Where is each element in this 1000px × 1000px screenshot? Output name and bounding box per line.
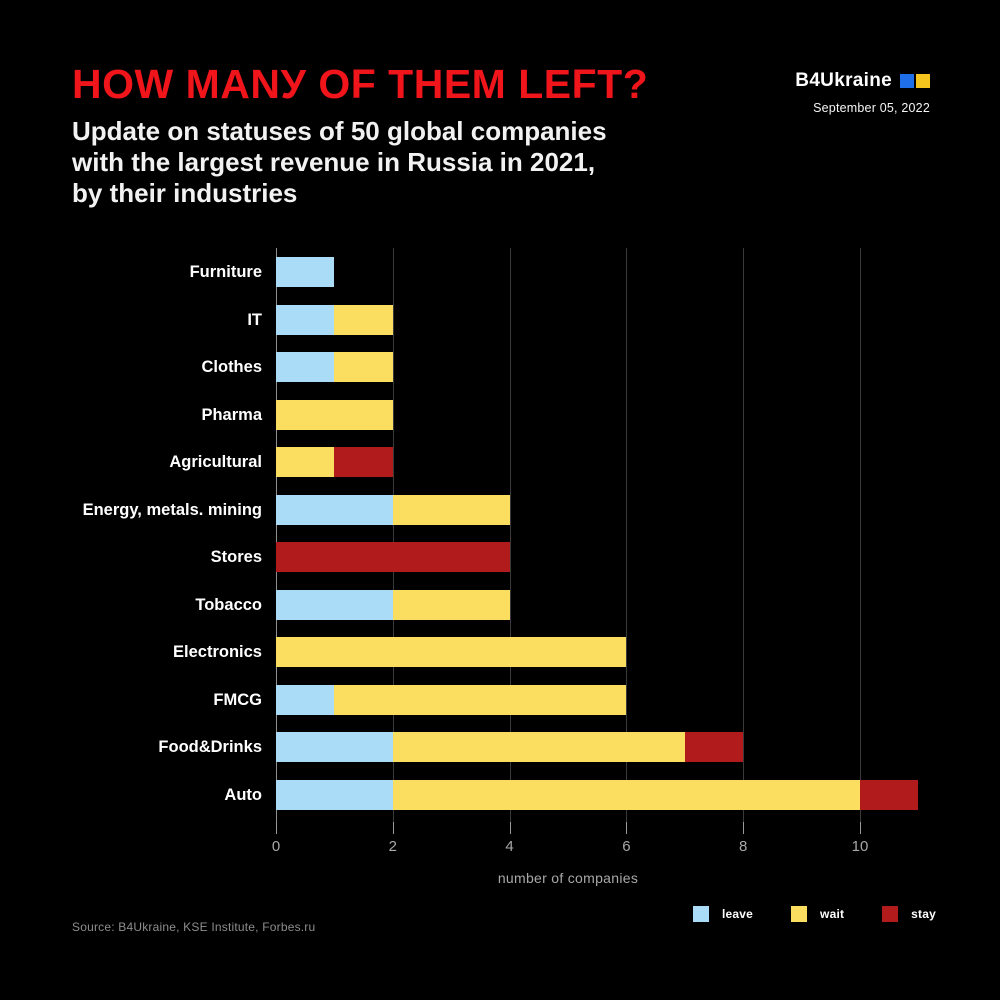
bar-row: [276, 637, 627, 667]
flag-yellow-square-icon: [916, 74, 930, 88]
brand-block: B4Ukraine September 05, 2022: [795, 70, 930, 115]
bar-segment-stay: [859, 779, 919, 810]
bar-segment-wait: [392, 589, 510, 620]
legend-label-stay: stay: [911, 907, 936, 921]
bar-segment-leave: [276, 494, 393, 525]
bar-segment-stay: [684, 732, 744, 762]
bar-row: [276, 352, 393, 382]
x-tick-label-0: 0: [271, 838, 281, 855]
category-label: Tobacco: [195, 595, 262, 614]
bar-segment-leave: [276, 732, 393, 762]
x-tick-label-8: 8: [739, 838, 748, 855]
subtitle-line-3: by their industries: [72, 178, 298, 208]
category-label: Auto: [224, 785, 262, 804]
x-tick-mark-0: [276, 822, 277, 834]
category-label: Pharma: [201, 405, 262, 424]
category-label: Energy, metals. mining: [82, 500, 262, 519]
subtitle-line-1: Update on statuses of 50 global companie…: [72, 116, 607, 146]
category-label: Agricultural: [169, 453, 262, 471]
bar-segment-leave: [276, 257, 335, 287]
bar-segment-wait: [276, 637, 627, 667]
bar-segment-leave: [276, 779, 393, 810]
chart-legend: leave wait stay: [693, 906, 936, 922]
category-label: IT: [247, 310, 262, 329]
x-tick-mark-2: [392, 822, 394, 834]
bar-row: [276, 399, 393, 430]
x-tick-mark-6: [626, 822, 628, 834]
publication-date: September 05, 2022: [813, 101, 930, 115]
x-tick-label-4: 4: [505, 838, 514, 855]
bar-row: [276, 684, 627, 715]
bar-segment-leave: [276, 684, 335, 715]
category-label: Furniture: [189, 263, 262, 281]
category-label: FMCG: [213, 690, 262, 709]
bar-segment-stay: [334, 447, 393, 477]
page-title: HOW MANУ OF THEM LEFT?: [72, 61, 649, 107]
x-tick-label-10: 10: [851, 838, 869, 855]
gridline-x-10: [860, 248, 861, 822]
legend-item-leave: leave: [693, 906, 753, 922]
gridline-x-4: [509, 248, 511, 822]
stacked-bar-chart: 0 2 4 6 8 10 Furniture IT Clothes Pharma Agricultu…: [83, 248, 919, 886]
page-subtitle: Update on statuses of 50 global companie…: [72, 116, 772, 209]
legend-label-wait: wait: [820, 907, 845, 921]
legend-swatch-stay: [882, 906, 899, 922]
gridline-x-0: [276, 248, 277, 822]
bar-segment-stay: [276, 542, 510, 572]
gridline-x-2: [392, 248, 394, 822]
header: HOW MANУ OF THEM LEFT? Update on statuse…: [72, 62, 772, 209]
category-label: Clothes: [201, 358, 262, 376]
ukraine-flag-icon: [900, 74, 930, 88]
bar-row: [276, 304, 393, 335]
bar-segment-wait: [392, 732, 685, 762]
gridline-x-6: [626, 248, 628, 822]
x-tick-mark-8: [743, 822, 745, 834]
bar-row: [276, 732, 744, 762]
category-label: Food&Drinks: [158, 738, 262, 756]
bar-segment-leave: [276, 589, 393, 620]
bar-segment-wait: [334, 304, 393, 335]
bar-segment-wait: [334, 352, 393, 382]
bar-row: [276, 542, 510, 572]
bar-segment-leave: [276, 304, 335, 335]
category-label: Electronics: [173, 643, 262, 661]
legend-label-leave: leave: [722, 907, 754, 921]
bar-row: [276, 257, 335, 287]
x-tick-label-2: 2: [388, 838, 397, 855]
bar-segment-leave: [276, 352, 335, 382]
bar-segment-wait: [392, 779, 860, 810]
flag-blue-square-icon: [900, 74, 914, 88]
bar-segment-wait: [334, 684, 627, 715]
bar-row: [276, 494, 510, 525]
bar-segment-wait: [276, 399, 393, 430]
gridline-x-8: [743, 248, 745, 822]
legend-item-wait: wait: [791, 906, 844, 922]
category-label: Stores: [210, 548, 262, 566]
bar-row: [276, 589, 510, 620]
bar-segment-wait: [392, 494, 510, 525]
legend-item-stay: stay: [882, 906, 936, 922]
x-tick-mark-4: [509, 822, 511, 834]
x-axis-title: number of companies: [497, 870, 639, 886]
bar-row: [276, 779, 919, 810]
x-tick-mark-10: [860, 822, 861, 834]
legend-swatch-leave: [693, 906, 709, 922]
subtitle-line-2: with the largest revenue in Russia in 20…: [72, 147, 596, 177]
source-note: Source: B4Ukraine, KSE Institute, Forbes…: [72, 920, 316, 934]
bar-segment-wait: [276, 447, 335, 477]
brand-name: B4Ukraine: [795, 70, 892, 91]
x-tick-label-6: 6: [622, 838, 631, 855]
bar-row: [276, 447, 393, 477]
legend-swatch-wait: [791, 906, 808, 922]
